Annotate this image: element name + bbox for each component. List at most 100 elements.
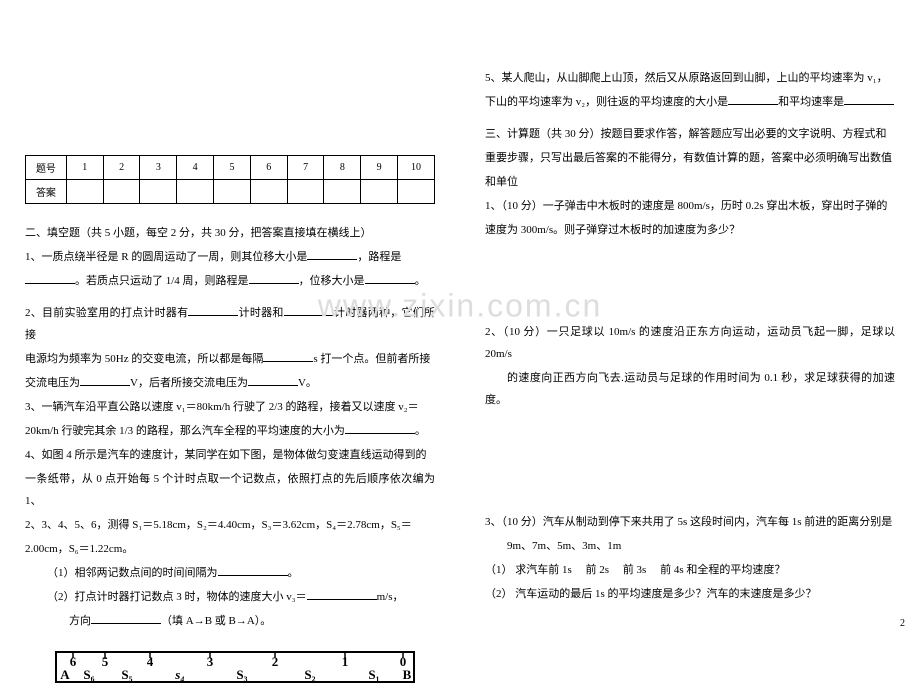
q4-s1b: 。 — [288, 567, 299, 579]
blank — [345, 422, 415, 434]
blank — [249, 272, 299, 284]
q2-l3a: 交流电压为 — [25, 377, 80, 389]
section-3-l1: 三、计算题（共 30 分）按题目要求作答，解答题应写出必要的文字说明、方程式和 — [485, 123, 895, 145]
calc-q1-l2: 速度为 300m/s。则子弹穿过木板时的加速度为多少？ — [485, 219, 895, 241]
blank — [307, 588, 377, 600]
q5-l2a: 下山的平均速率为 v₂，则往返的平均速度的大小是 — [485, 96, 728, 108]
answer-table-answer-row: 答案 — [26, 180, 435, 204]
ans-10 — [398, 180, 435, 204]
q2-l1b: 计时器和 — [238, 307, 283, 319]
q3-l2b: 。 — [415, 425, 426, 437]
blank — [218, 564, 288, 576]
q4-sub2: （2）打点计时器打记数点 3 时，物体的速度大小 v₃＝ m/s， — [25, 586, 435, 608]
q2-line1: 2、目前实验室用的打点计时器有计时器和计时器两种，它们所接 — [25, 302, 435, 346]
q2-l1a: 2、目前实验室用的打点计时器有 — [25, 307, 188, 319]
ans-5 — [214, 180, 251, 204]
calc-q3-l1: 3、（10 分）汽车从制动到停下来共用了 5s 这段时间内，汽车每 1s 前进的… — [485, 511, 895, 533]
calc-q2-l2: 的速度向正西方向飞去.运动员与足球的作用时间为 0.1 秒，求足球获得的加速度。 — [485, 367, 895, 411]
ans-8 — [324, 180, 361, 204]
q4-line4: 2.00cm，S₆＝1.22cm。 — [25, 538, 435, 560]
blank — [188, 304, 238, 316]
blank — [91, 612, 161, 624]
blank — [307, 248, 357, 260]
calc-q3-l2: 9m、7m、5m、3m、1m — [485, 535, 895, 557]
q2-l2b: s 打一个点。但前者所接 — [313, 353, 430, 365]
q5-l2b: 和平均速率是 — [778, 96, 844, 108]
calc-q2-l1: 2、（10 分）一只足球以 10m/s 的速度沿正东方向运动，运动员飞起一脚，足… — [485, 321, 895, 365]
right-column: 5、某人爬山，从山脚爬上山顶，然后又从原路返回到山脚，上山的平均速率为 v₁， … — [460, 0, 920, 637]
col-6: 6 — [250, 156, 287, 180]
q5-line2: 下山的平均速率为 v₂，则往返的平均速度的大小是 和平均速率是 — [485, 91, 895, 113]
blank — [284, 304, 334, 316]
ans-1 — [66, 180, 103, 204]
blank — [25, 272, 75, 284]
ans-7 — [287, 180, 324, 204]
q4-s2a: （2）打点计时器打记数点 3 时，物体的速度大小 v₃＝ — [47, 591, 307, 603]
col-9: 9 — [361, 156, 398, 180]
q4-sub3: 方向 （填 A→B 或 B→A）。 — [25, 610, 435, 632]
section-2-title: 二、填空题（共 5 小题，每空 2 分，共 30 分，把答案直接填在横线上） — [25, 222, 435, 244]
tape-lab-S2: S₂ — [304, 667, 315, 682]
ans-9 — [361, 180, 398, 204]
section-3-l2: 重要步骤，只写出最后答案的不能得分，有数值计算的题，答案中必须明确写出数值 — [485, 147, 895, 169]
q1-line2: 。若质点只运动了 1/4 周，则路程是 ，位移大小是 。 — [25, 270, 435, 292]
ans-6 — [250, 180, 287, 204]
col-7: 7 — [287, 156, 324, 180]
q1-line1: 1、一质点绕半径是 R 的圆周运动了一周，则其位移大小是，路程是 — [25, 246, 435, 268]
answer-label: 答案 — [26, 180, 67, 204]
blank — [263, 350, 313, 362]
tape-diagram: 6 5 4 3 2 1 0 A S₆ S₅ s₄ S₃ S₂ S₁ B — [55, 642, 415, 692]
ans-4 — [177, 180, 214, 204]
page-number: 2 — [900, 618, 905, 629]
header-label: 题号 — [26, 156, 67, 180]
q2-line2: 电源均为频率为 50Hz 的交变电流，所以都是每隔 s 打一个点。但前者所接 — [25, 348, 435, 370]
ans-3 — [140, 180, 177, 204]
tape-lab-S3: S₃ — [236, 667, 247, 682]
q5-line1: 5、某人爬山，从山脚爬上山顶，然后又从原路返回到山脚，上山的平均速率为 v₁， — [485, 67, 895, 89]
tape-lab-B: B — [403, 667, 412, 682]
q2-line3: 交流电压为 V，后者所接交流电压为 V。 — [25, 372, 435, 394]
calc-q1-l1: 1、（10 分）一子弹击中木板时的速度是 800m/s，历时 0.2s 穿出木板… — [485, 195, 895, 217]
col-3: 3 — [140, 156, 177, 180]
section-3-l3: 和单位 — [485, 171, 895, 193]
q2-l3b: V，后者所接交流电压为 — [130, 377, 248, 389]
blank — [248, 374, 298, 386]
q4-s3b: （填 A→B 或 B→A）。 — [161, 615, 271, 627]
blank — [80, 374, 130, 386]
col-8: 8 — [324, 156, 361, 180]
q4-s1a: （1）相邻两记数点间的时间间隔为 — [47, 567, 218, 579]
q4-sub1: （1）相邻两记数点间的时间间隔为 。 — [25, 562, 435, 584]
blank — [728, 93, 778, 105]
ans-2 — [103, 180, 140, 204]
q2-l3c: V。 — [298, 377, 317, 389]
q3-l2a: 20km/h 行驶完其余 1/3 的路程，那么汽车全程的平均速度的大小为 — [25, 425, 345, 437]
q4-s2b: m/s， — [377, 591, 404, 603]
answer-table-header-row: 题号 1 2 3 4 5 6 7 8 9 10 — [26, 156, 435, 180]
tape-lab-s4: s₄ — [174, 667, 185, 682]
tape-lab-S5: S₅ — [121, 667, 132, 682]
q2-l2a: 电源均为频率为 50Hz 的交变电流，所以都是每隔 — [25, 353, 263, 365]
blank — [844, 93, 894, 105]
col-4: 4 — [177, 156, 214, 180]
q1-l1a: 1、一质点绕半径是 R 的圆周运动了一周，则其位移大小是 — [25, 251, 307, 263]
answer-table: 题号 1 2 3 4 5 6 7 8 9 10 答案 — [25, 155, 435, 204]
q4-line1: 4、如图 4 所示是汽车的速度计，某同学在如下图，是物体做匀变速直线运动得到的 — [25, 444, 435, 466]
q3-line2: 20km/h 行驶完其余 1/3 的路程，那么汽车全程的平均速度的大小为 。 — [25, 420, 435, 442]
col-2: 2 — [103, 156, 140, 180]
left-column: 题号 1 2 3 4 5 6 7 8 9 10 答案 二、填空题（共 5 小题，… — [0, 0, 460, 637]
q3-line1: 3、一辆汽车沿平直公路以速度 v₁＝80km/h 行驶了 2/3 的路程，接着又… — [25, 396, 435, 418]
q4-s3a: 方向 — [69, 615, 91, 627]
calc-q3-l4: （2） 汽车运动的最后 1s 的平均速度是多少？汽车的末速度是多少？ — [485, 583, 895, 605]
q4-line2: 一条纸带，从 0 点开始每 5 个计时点取一个记数点，依照打点的先后顺序依次编为… — [25, 468, 435, 512]
col-5: 5 — [214, 156, 251, 180]
q4-line3: 2、3、4、5、6，测得 S₁＝5.18cm，S₂＝4.40cm，S₃＝3.62… — [25, 514, 435, 536]
q1-l2b: ，位移大小是 — [299, 275, 365, 287]
tape-lab-A: A — [60, 667, 70, 682]
tape-lab-S6: S₆ — [83, 667, 94, 682]
q1-l2a: 。若质点只运动了 1/4 周，则路程是 — [75, 275, 249, 287]
q1-l2c: 。 — [415, 275, 426, 287]
col-10: 10 — [398, 156, 435, 180]
calc-q3-l3: （1） 求汽车前 1s 前 2s 前 3s 前 4s 和全程的平均速度？ — [485, 559, 895, 581]
col-1: 1 — [66, 156, 103, 180]
blank — [365, 272, 415, 284]
